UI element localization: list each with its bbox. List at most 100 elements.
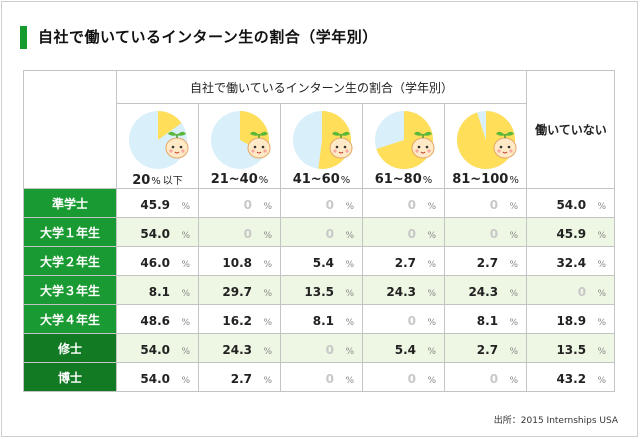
table-cell: 8.1% [280,304,363,334]
cell-unit: % [345,201,354,212]
cell-value: 54.0 [556,197,587,212]
cell-unit: % [427,201,436,212]
pie-range-percent: % [340,175,351,186]
table-cell: 45.9% [116,188,199,218]
cell-value: 45.9 [140,197,170,212]
row-label: 修士 [23,333,117,363]
cell-unit: % [345,317,354,328]
cell-value: 13.5 [556,342,587,357]
cell-value: 0 [325,371,334,386]
cell-value: 0 [489,226,499,241]
table-cell: 18.9% [526,304,616,334]
sprout-mascot-icon [329,131,352,159]
cell-value: 0 [407,313,416,328]
table-row: 準学士 45.9% 0% 0% 0% 0% 54.0% [23,188,616,218]
cell-value: 0 [325,226,334,241]
cell-unit: % [181,288,190,299]
cell-value: 0 [325,197,334,212]
table-cell: 16.2% [198,304,281,334]
cell-value: 2.7 [476,255,499,270]
table-cell: 0% [280,362,363,392]
cell-value: 24.3 [468,284,499,299]
table-cell: 0% [198,188,281,218]
pie-range-label: 41~60% [281,172,362,187]
table-row: 大学１年生 54.0% 0% 0% 0% 0% 45.9% [23,217,616,247]
cell-value: 29.7 [222,284,252,299]
table-cell: 2.7% [198,362,281,392]
cell-value: 0 [243,226,252,241]
table-cell: 2.7% [443,246,528,276]
cell-value: 8.1 [312,313,334,328]
cell-value: 54.0 [140,371,170,386]
title-accent-bar [20,26,27,49]
data-table: 自社で働いているインターン生の割合（学年別） 働いていない 20% 以下 21~40… [23,70,616,392]
cell-unit: % [509,288,519,299]
cell-value: 0 [489,197,499,212]
pie-icon [292,111,352,169]
table-cell: 2.7% [362,246,445,276]
table-cell: 0% [362,362,445,392]
pie-header-row: 20% 以下 21~40% 41~60% 61~80% 81~100% [24,103,615,189]
table-cell: 8.1% [116,275,199,305]
cell-value: 43.2 [556,371,587,386]
cell-value: 0 [489,371,499,386]
table-cell: 24.3% [362,275,445,305]
cell-value: 8.1 [148,284,170,299]
pie-range-percent: % [422,175,433,186]
row-label: 大学３年生 [23,275,117,305]
cell-value: 0 [407,371,416,386]
cell-unit: % [427,230,436,241]
cell-unit: % [181,346,190,357]
table-cell: 13.5% [280,275,363,305]
cell-unit: % [597,317,607,328]
row-label: 博士 [23,362,117,392]
pie-range-percent: % [509,175,519,186]
pie-column-header: 21~40% [198,103,281,189]
table-cell: 48.6% [116,304,199,334]
cell-value: 16.2 [222,313,252,328]
cell-unit: % [263,375,272,386]
cell-unit: % [509,230,519,241]
cell-value: 32.4 [556,255,587,270]
cell-unit: % [509,259,519,270]
cell-unit: % [509,375,519,386]
cell-value: 24.3 [222,342,252,357]
table-cell: 2.7% [443,333,528,363]
cell-unit: % [427,375,436,386]
cell-unit: % [597,346,607,357]
table-cell: 32.4% [526,246,616,276]
pie-column-header: 61~80% [362,103,445,189]
cell-unit: % [263,317,272,328]
cell-unit: % [263,346,272,357]
pie-range-label: 61~80% [363,172,444,187]
table-cell: 0% [362,217,445,247]
table-cell: 54.0% [116,217,199,247]
cell-unit: % [263,288,272,299]
pie-column-header: 41~60% [280,103,363,189]
source-note: 出所：2015 Internships USA [493,416,618,426]
table-cell: 5.4% [280,246,363,276]
table-cell: 45.9% [526,217,616,247]
cell-unit: % [597,201,607,212]
cell-value: 2.7 [230,371,252,386]
pie-range-value: 61~80 [374,172,422,187]
cell-value: 54.0 [140,342,170,357]
cell-value: 45.9 [556,226,587,241]
cell-unit: % [263,201,272,212]
cell-unit: % [345,375,354,386]
cell-value: 2.7 [476,342,499,357]
pie-column-header: 20% 以下 [116,103,199,189]
cell-value: 13.5 [304,284,334,299]
cell-value: 0 [243,197,252,212]
table-cell: 0% [280,217,363,247]
table-cell: 0% [280,333,363,363]
pie-range-value: 20 [132,172,151,188]
row-label: 準学士 [23,188,117,218]
cell-unit: % [597,259,607,270]
row-label: 大学１年生 [23,217,117,247]
cell-unit: % [427,317,436,328]
table-cell: 0% [362,188,445,218]
cell-unit: % [427,259,436,270]
cell-value: 54.0 [140,226,170,241]
cell-value: 0 [407,197,416,212]
